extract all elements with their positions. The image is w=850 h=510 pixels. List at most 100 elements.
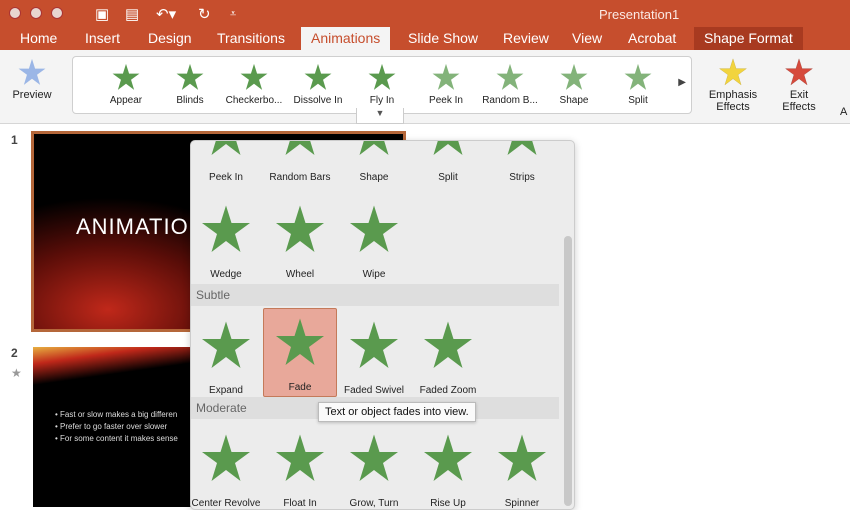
effect-blinds[interactable]: Blinds — [155, 57, 225, 106]
minimize-window-button[interactable] — [30, 7, 42, 19]
tab-view[interactable]: View — [572, 30, 603, 46]
bullet: Prefer to go faster over slower — [60, 422, 168, 431]
effect-shape[interactable]: Shape — [337, 140, 411, 183]
effect-label: Shape — [559, 95, 589, 106]
effect-label: Blinds — [176, 95, 204, 106]
effect-checkerbo[interactable]: Checkerbo... — [219, 57, 289, 106]
animation-effects-popup: Peek In Random Bars Shape Split Strips Wedge W… — [190, 140, 575, 510]
effect-label: Wheel — [285, 269, 315, 280]
exit-effects-button[interactable]: Exit Effects — [772, 58, 826, 113]
effect-label: Faded Swivel — [343, 385, 405, 396]
animation-gallery: Appear Blinds Checkerbo... Dissolve In Fly I… — [72, 56, 692, 114]
effect-label: Random B... — [482, 95, 538, 106]
tab-transitions[interactable]: Transitions — [217, 30, 285, 46]
rise-up-star-icon — [423, 433, 473, 483]
effect-label: Wedge — [210, 269, 242, 280]
strips-star-icon — [497, 140, 547, 157]
tab-insert[interactable]: Insert — [85, 30, 121, 46]
gallery-next-icon[interactable]: ▶ — [678, 77, 686, 88]
effect-peek-in[interactable]: Peek In — [411, 57, 481, 106]
zoom-window-button[interactable] — [51, 7, 63, 19]
tab-review[interactable]: Review — [503, 30, 549, 46]
redo-icon[interactable]: ↻ — [198, 6, 211, 23]
tab-slide-show[interactable]: Slide Show — [408, 30, 479, 46]
emphasis-star-icon — [719, 58, 747, 86]
effect-split[interactable]: Split — [411, 140, 485, 183]
emphasis-label: Emphasis — [708, 89, 758, 101]
effect-strips[interactable]: Strips — [485, 140, 559, 183]
wipe-star-icon — [349, 204, 399, 254]
effect-label: Dissolve In — [293, 95, 343, 106]
effect-label: Split — [628, 95, 648, 106]
slide-1-title: ANIMATION — [76, 214, 206, 239]
effect-spinner[interactable]: Spinner — [485, 425, 559, 509]
split-star-icon — [423, 140, 473, 157]
bullet: Fast or slow makes a big differen — [60, 410, 178, 419]
blinds-star-icon — [176, 63, 204, 91]
customize-toolbar-icon[interactable]: ⩡ — [230, 8, 237, 20]
effect-expand[interactable]: Expand — [190, 312, 263, 396]
emphasis-label-2: Effects — [716, 101, 750, 113]
effect-label: Fade — [288, 382, 312, 393]
add-animation-label-cut: A — [840, 106, 848, 118]
expand-star-icon — [201, 320, 251, 370]
slide-2-bullets: • Fast or slow makes a big differen • Pr… — [55, 410, 178, 443]
tab-shape-format[interactable]: Shape Format — [694, 27, 803, 50]
effect-random-b[interactable]: Random B... — [475, 57, 545, 106]
section-subtle: Subtle — [191, 284, 559, 306]
random-bars-star-icon — [275, 140, 325, 157]
effect-label: Appear — [109, 95, 143, 106]
dissolve-in-star-icon — [304, 63, 332, 91]
exit-star-icon — [785, 58, 813, 86]
effect-label: Random Bars — [269, 172, 331, 183]
peek-in-star-icon — [201, 140, 251, 157]
effect-faded-swivel[interactable]: Faded Swivel — [337, 312, 411, 396]
effect-faded-zoom[interactable]: Faded Zoom — [411, 312, 485, 396]
effect-label: Strips — [509, 172, 535, 183]
tab-acrobat[interactable]: Acrobat — [628, 30, 677, 46]
peek-in-star-icon — [432, 63, 460, 91]
close-window-button[interactable] — [9, 7, 21, 19]
emphasis-effects-button[interactable]: Emphasis Effects — [705, 58, 761, 113]
popup-scrollbar[interactable] — [564, 236, 572, 506]
effect-wheel[interactable]: Wheel — [263, 196, 337, 280]
shape-star-icon — [560, 63, 588, 91]
wedge-star-icon — [201, 204, 251, 254]
effect-fade[interactable]: Fade — [263, 308, 337, 397]
exit-label: Exit — [789, 89, 809, 101]
slide-number-2: 2 — [11, 346, 18, 360]
fly-in-star-icon — [368, 63, 396, 91]
float-in-star-icon — [275, 433, 325, 483]
spinner-star-icon — [497, 433, 547, 483]
sidebar-toggle-icon[interactable]: ▣ — [95, 6, 110, 23]
effect-label: Faded Zoom — [419, 385, 477, 396]
tab-design[interactable]: Design — [148, 30, 192, 46]
effect-label: Checkerbo... — [225, 95, 283, 106]
effect-label: Split — [438, 172, 458, 183]
effect-float-in[interactable]: Float In — [263, 425, 337, 509]
effect-split[interactable]: Split — [603, 57, 673, 106]
tab-animations[interactable]: Animations — [301, 27, 391, 50]
effect-center-revolve[interactable]: Center Revolve — [191, 425, 263, 509]
effect-wipe[interactable]: Wipe — [337, 196, 411, 280]
effect-dissolve-in[interactable]: Dissolve In — [283, 57, 353, 106]
effect-random-bars[interactable]: Random Bars — [263, 140, 337, 183]
effect-shape[interactable]: Shape — [539, 57, 609, 106]
effect-fly-in[interactable]: Fly In — [347, 57, 417, 106]
effect-appear[interactable]: Appear — [91, 57, 161, 106]
preview-button[interactable]: Preview — [6, 58, 58, 101]
save-icon[interactable]: ▤ — [125, 6, 140, 23]
tab-home[interactable]: Home — [20, 30, 58, 46]
effect-rise-up[interactable]: Rise Up — [411, 425, 485, 509]
gallery-expand-button[interactable]: ▼ — [356, 108, 404, 124]
bullet: For some content it makes sense — [60, 434, 178, 443]
effect-peek-in[interactable]: Peek In — [190, 140, 263, 183]
center-revolve-star-icon — [201, 433, 251, 483]
fade-star-icon — [275, 317, 325, 367]
effect-label: Peek In — [429, 95, 463, 106]
effect-wedge[interactable]: Wedge — [190, 196, 263, 280]
slide-number-1: 1 — [11, 133, 18, 147]
undo-icon[interactable]: ↶▾ — [156, 6, 177, 23]
effect-grow-turn[interactable]: Grow, Turn — [337, 425, 411, 509]
checkerbo-star-icon — [240, 63, 268, 91]
